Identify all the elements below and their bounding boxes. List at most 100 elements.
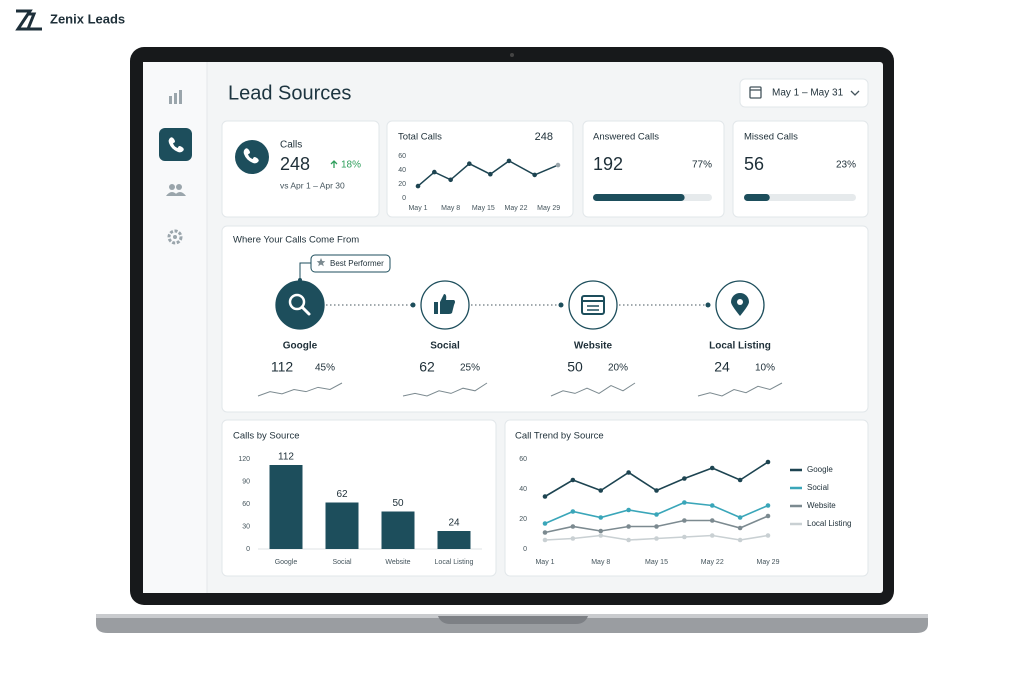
source-value: 62 xyxy=(419,359,435,375)
point xyxy=(542,494,548,499)
x-tick-label: May 1 xyxy=(535,559,554,566)
bar xyxy=(381,511,415,549)
missed-title: Missed Calls xyxy=(744,132,798,143)
calendar-icon xyxy=(749,86,762,99)
line xyxy=(417,160,559,187)
point xyxy=(542,530,548,535)
sparkline xyxy=(402,382,488,397)
answered-card xyxy=(582,120,725,218)
source-value: 50 xyxy=(567,359,583,375)
y-tick-label: 60 xyxy=(519,456,527,463)
value-label: 62 xyxy=(336,489,348,500)
bar xyxy=(437,531,471,549)
point xyxy=(709,533,715,538)
x-tick-label: May 15 xyxy=(472,205,495,212)
point xyxy=(737,537,743,543)
bar-title: Calls by Source xyxy=(233,431,300,442)
x-tick-label: Local Listing xyxy=(435,559,474,566)
x-tick-label: Google xyxy=(275,559,298,566)
point xyxy=(598,515,604,520)
badge-connector xyxy=(299,262,311,281)
point xyxy=(682,534,687,540)
point xyxy=(570,477,576,483)
date-range: May 1 – May 31 xyxy=(772,88,844,99)
y-tick-label: 20 xyxy=(519,516,527,523)
source-icon-bg xyxy=(275,280,325,330)
y-tick-label: 60 xyxy=(242,501,250,508)
point xyxy=(682,500,687,505)
y-tick-label: 90 xyxy=(242,478,250,485)
star-icon xyxy=(316,258,326,267)
point xyxy=(765,513,771,519)
source-value: 24 xyxy=(714,359,730,375)
calls-label: Calls xyxy=(280,140,302,151)
point xyxy=(598,488,604,493)
calls-change: 18% xyxy=(341,160,361,171)
connector-dot xyxy=(410,302,416,308)
phone-icon xyxy=(168,137,184,153)
x-tick-label: May 29 xyxy=(757,559,780,566)
connector-dot xyxy=(705,302,711,308)
point xyxy=(542,537,548,543)
up-arrow xyxy=(330,160,338,168)
date-picker[interactable] xyxy=(739,78,869,108)
sparkline xyxy=(257,382,343,397)
point xyxy=(737,515,743,520)
y-tick-label: 60 xyxy=(398,153,406,160)
value-label: 24 xyxy=(448,518,460,529)
page-title: Lead Sources xyxy=(228,82,351,104)
y-tick-label: 0 xyxy=(523,546,527,553)
point xyxy=(598,533,604,538)
point xyxy=(506,158,512,164)
point xyxy=(654,524,659,529)
progress-bar xyxy=(593,194,685,201)
search-icon xyxy=(288,293,306,311)
camera xyxy=(510,53,514,57)
source-share: 45% xyxy=(315,363,335,374)
source-share: 20% xyxy=(608,363,628,374)
calls-icon-bg xyxy=(235,140,269,174)
point xyxy=(432,169,437,175)
source-icon-bg xyxy=(568,280,618,330)
laptop-base xyxy=(96,616,928,633)
thumb-icon xyxy=(434,302,438,314)
badge xyxy=(310,254,391,273)
x-tick-label: May 29 xyxy=(537,205,560,212)
bar xyxy=(269,465,303,549)
point xyxy=(709,518,715,523)
web-icon xyxy=(581,295,605,315)
point xyxy=(682,476,687,481)
missed-value: 56 xyxy=(744,154,764,174)
answered-title: Answered Calls xyxy=(593,132,659,143)
total-calls-value: 248 xyxy=(535,131,553,143)
nav-calls[interactable] xyxy=(159,128,192,161)
progress-track xyxy=(744,194,856,201)
point xyxy=(654,488,659,493)
point xyxy=(555,162,561,168)
nav-settings[interactable] xyxy=(167,229,183,245)
source-share: 25% xyxy=(460,363,480,374)
point xyxy=(765,459,771,465)
nav-analytics[interactable] xyxy=(169,90,182,104)
nav-contacts[interactable] xyxy=(166,184,186,196)
calls-value: 248 xyxy=(280,154,310,174)
point xyxy=(626,537,631,543)
point xyxy=(709,465,715,471)
x-tick-label: May 8 xyxy=(441,205,460,212)
legend-label: Social xyxy=(807,483,829,492)
value-label: 112 xyxy=(278,452,294,463)
point xyxy=(626,507,631,513)
answered-value: 192 xyxy=(593,154,623,174)
badge-text: Best Performer xyxy=(330,259,384,268)
x-tick-label: May 22 xyxy=(505,205,528,212)
search-icon xyxy=(300,305,311,316)
y-tick-label: 30 xyxy=(242,523,250,530)
source-name: Social xyxy=(430,341,460,352)
point xyxy=(765,503,771,508)
point xyxy=(448,177,453,183)
y-tick-label: 0 xyxy=(246,546,250,553)
total-calls-title: Total Calls xyxy=(398,132,442,143)
x-tick-label: Social xyxy=(332,559,352,566)
source-name: Website xyxy=(574,341,613,352)
point xyxy=(570,536,576,541)
